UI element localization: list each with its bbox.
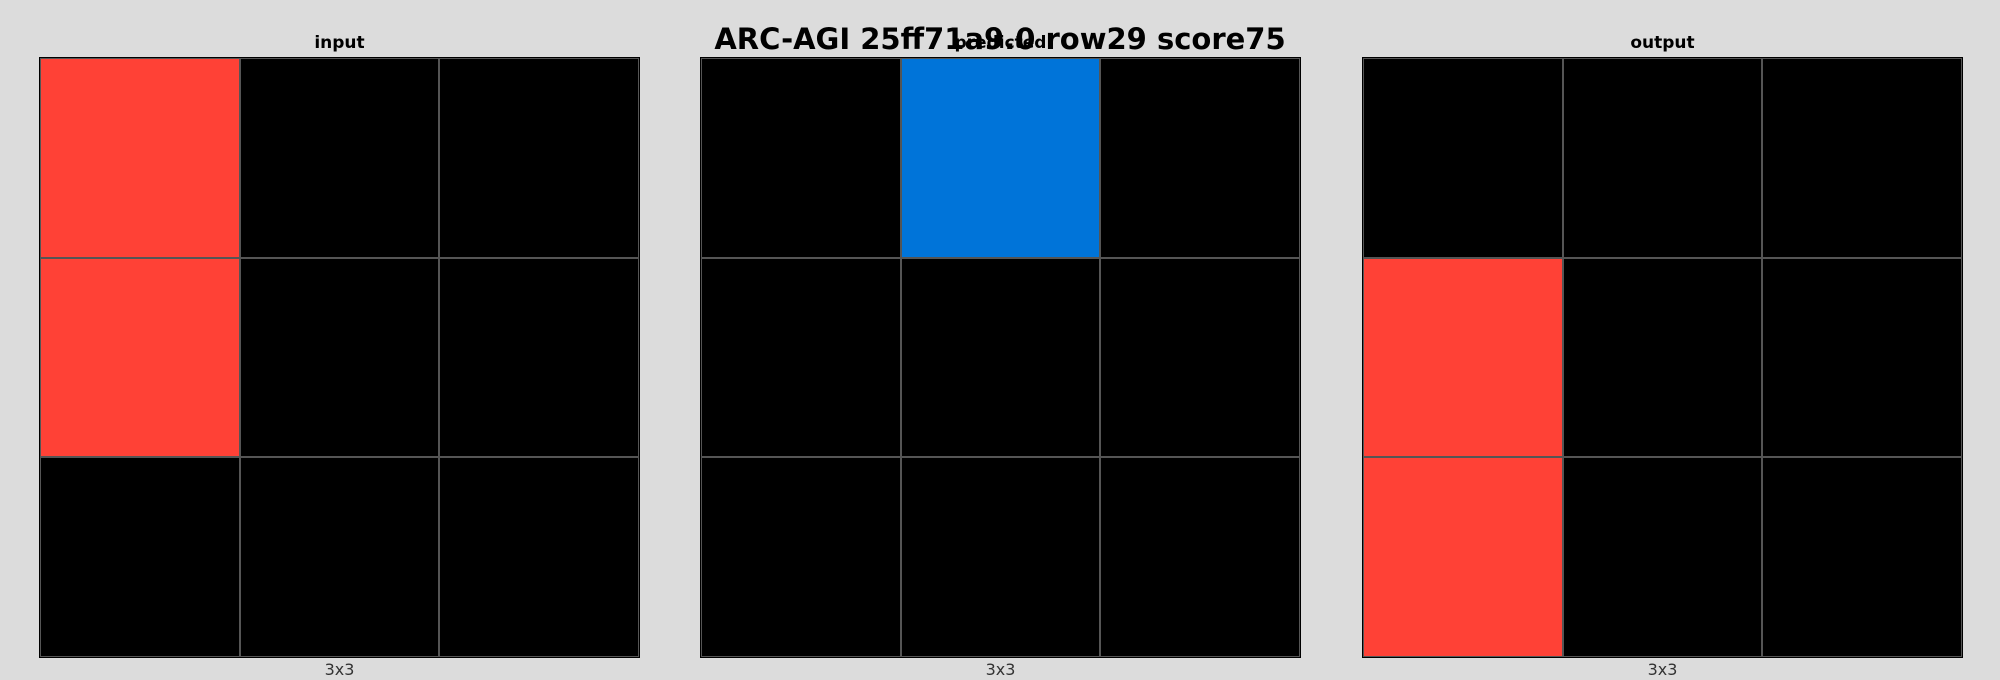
grid-cell	[239, 257, 440, 458]
grid-cell	[1562, 257, 1763, 458]
panel-title: input	[314, 33, 365, 53]
grid-cell	[40, 58, 240, 258]
grid-cell	[900, 58, 1101, 258]
grid-cell	[439, 58, 639, 258]
grid-cell	[1562, 58, 1763, 258]
predicted-panel: predicted 3x3	[700, 31, 1301, 680]
grid-cell	[1363, 457, 1563, 657]
grid-cell	[1363, 58, 1563, 258]
grid-cell	[1762, 257, 1962, 458]
grid-size-label: 3x3	[985, 660, 1016, 679]
grid-cell	[1100, 257, 1300, 458]
output-panel: output 3x3	[1362, 31, 1963, 680]
grid-cell	[1363, 257, 1563, 458]
output-grid	[1362, 57, 1963, 658]
grid-cell	[439, 457, 639, 657]
grid-cell	[1562, 457, 1763, 657]
grid-cell	[1762, 58, 1962, 258]
input-grid	[39, 57, 640, 658]
grid-cell	[1100, 58, 1300, 258]
grid-cell	[701, 457, 901, 657]
grid-cell	[900, 457, 1101, 657]
grid-cell	[701, 257, 901, 458]
grid-cell	[1762, 457, 1962, 657]
input-panel: input 3x3	[39, 31, 640, 680]
grid-cell	[900, 257, 1101, 458]
grid-size-label: 3x3	[324, 660, 355, 679]
grid-cell	[40, 457, 240, 657]
grid-size-label: 3x3	[1647, 660, 1678, 679]
grid-cell	[439, 257, 639, 458]
grid-cell	[239, 457, 440, 657]
figure-title: ARC-AGI 25ff71a9.0 row29 score75	[714, 22, 1286, 56]
grid-cell	[40, 257, 240, 458]
panel-title: output	[1630, 33, 1695, 53]
grid-cell	[1100, 457, 1300, 657]
grid-cell	[239, 58, 440, 258]
panel-title: predicted	[954, 33, 1047, 53]
predicted-grid	[700, 57, 1301, 658]
grid-cell	[701, 58, 901, 258]
